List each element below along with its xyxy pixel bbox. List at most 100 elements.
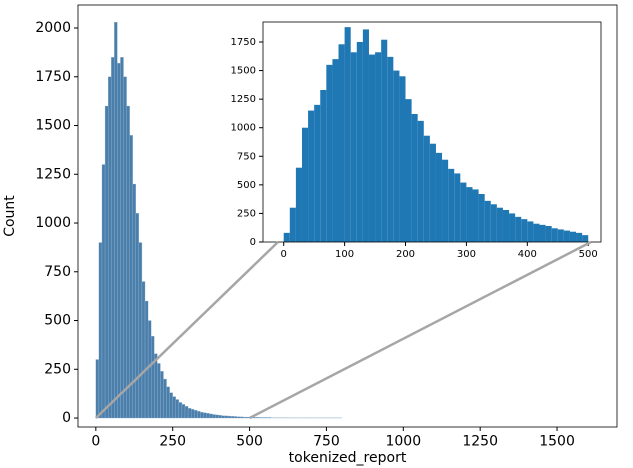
bar [502, 210, 510, 242]
x-axis-label: tokenized_report [289, 450, 407, 466]
bar [147, 320, 152, 419]
bar [111, 57, 115, 419]
x-tick-label: 0 [281, 249, 287, 260]
bar [172, 396, 176, 419]
y-tick-label: 500 [44, 313, 71, 329]
bar [166, 386, 170, 419]
bar [138, 242, 143, 419]
bar [557, 229, 564, 242]
x-tick-label: 300 [457, 249, 476, 260]
bar [448, 168, 455, 242]
bar [264, 417, 269, 419]
zoom-connector [248, 240, 592, 420]
bar [509, 213, 516, 242]
x-tick-label: 1500 [539, 433, 575, 449]
bar [95, 359, 100, 419]
bar [154, 353, 158, 419]
bar [144, 300, 149, 419]
bar [478, 194, 485, 242]
bar [332, 59, 339, 243]
y-tick-label: 1750 [231, 37, 256, 48]
x-tick-label: 200 [396, 249, 415, 260]
x-tick-label: 1000 [385, 433, 421, 449]
x-tick-label: 500 [579, 249, 598, 260]
bar [423, 135, 430, 242]
bar [515, 216, 522, 242]
bar [151, 335, 155, 419]
bar [295, 167, 302, 242]
bar [117, 62, 121, 419]
y-tick-label: 250 [237, 208, 256, 219]
bar [539, 224, 546, 242]
bar [314, 104, 321, 242]
bar [533, 223, 540, 242]
bar [234, 416, 238, 419]
bar [381, 39, 388, 242]
y-tick-label: 0 [62, 410, 71, 426]
y-tick-label: 750 [237, 151, 256, 162]
bar [163, 378, 167, 419]
bar [206, 413, 210, 419]
bar [527, 221, 534, 242]
bar [169, 392, 173, 419]
bar [107, 76, 112, 419]
bar [551, 228, 558, 242]
bar [569, 231, 577, 242]
bar [399, 76, 406, 243]
y-tick-label: 2000 [35, 20, 71, 36]
bar [184, 406, 189, 419]
bar [255, 417, 259, 419]
bar [209, 413, 213, 419]
bar [267, 417, 272, 419]
bar [243, 416, 247, 419]
bar [308, 110, 315, 242]
bar [181, 404, 186, 419]
bar [375, 52, 382, 243]
bar [350, 52, 357, 243]
bar [362, 29, 369, 242]
bar [320, 90, 327, 242]
bar [356, 42, 363, 242]
x-tick-label: 500 [236, 433, 263, 449]
x-tick-label: 400 [518, 249, 537, 260]
bar [368, 54, 376, 243]
bar [258, 417, 263, 419]
bar [405, 99, 412, 243]
bar [160, 371, 164, 419]
bar [344, 27, 351, 243]
y-tick-label: 250 [44, 361, 71, 377]
y-tick-label: 1500 [231, 66, 256, 77]
y-tick-label: 1000 [231, 123, 256, 134]
bar [129, 135, 133, 419]
bar [326, 64, 333, 242]
x-tick-label: 250 [159, 433, 186, 449]
bar [576, 232, 583, 242]
bar [135, 213, 140, 419]
bar [484, 200, 491, 242]
bar [224, 415, 229, 419]
bar [215, 414, 219, 419]
bar [104, 105, 109, 419]
y-tick-label: 750 [44, 264, 71, 280]
bar [175, 399, 180, 419]
bar [411, 114, 418, 242]
y-tick-label: 1750 [35, 69, 71, 85]
bar [582, 235, 589, 242]
bar [200, 412, 204, 419]
bar [454, 173, 461, 242]
bar [460, 182, 467, 242]
x-tick-label: 0 [91, 433, 100, 449]
bar [191, 409, 195, 419]
bar [120, 57, 124, 419]
y-tick-label: 1000 [35, 215, 71, 231]
bar [227, 415, 232, 419]
zoom-connector [94, 241, 279, 419]
bar [237, 416, 241, 419]
bar [194, 410, 198, 419]
bar [141, 281, 146, 419]
bar [338, 44, 345, 243]
bar [442, 159, 449, 242]
bar [472, 189, 479, 242]
bar [417, 120, 424, 242]
